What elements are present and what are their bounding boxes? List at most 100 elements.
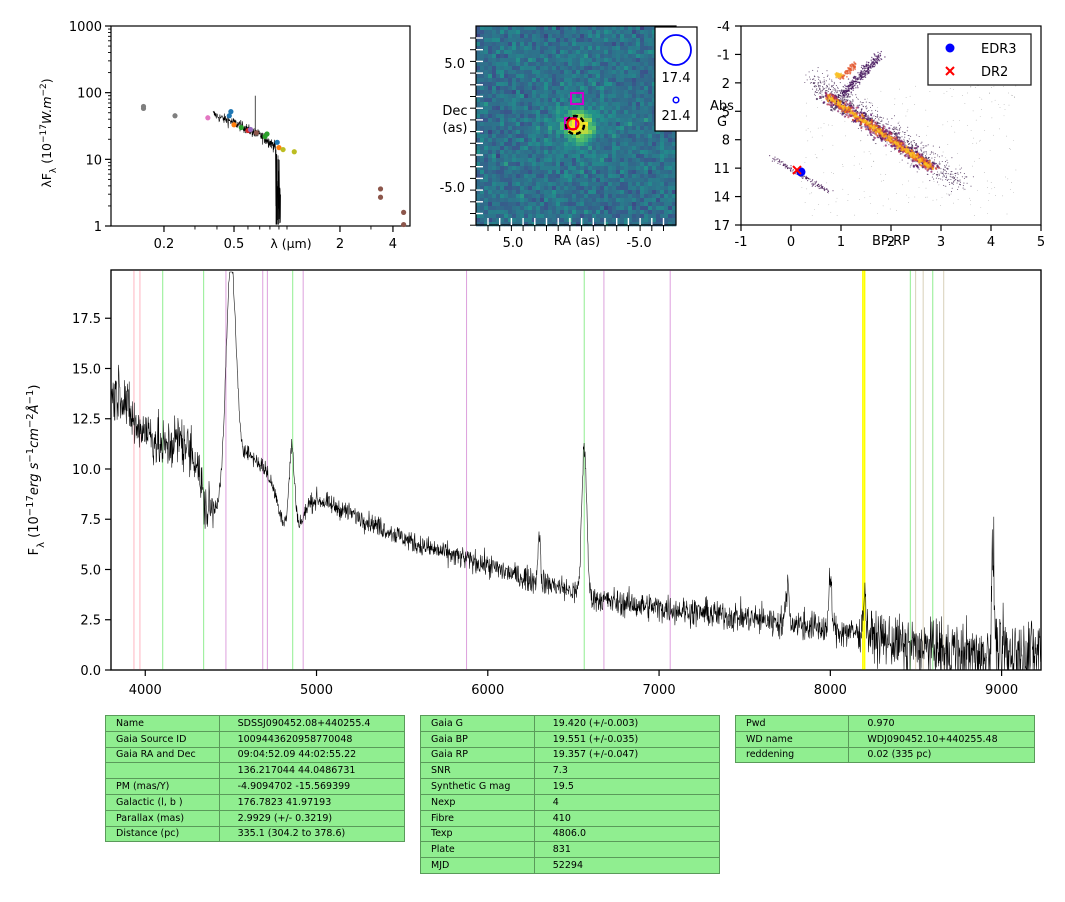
sed-point (226, 113, 232, 119)
hr-ylabel-2: G (717, 115, 727, 130)
table-value: 176.7823 41.97193 (218, 793, 406, 811)
cutout-marker-square (570, 92, 584, 105)
table-key: Plate (420, 841, 535, 859)
table-row: Synthetic G mag 19.5 (420, 778, 721, 795)
table-key: SNR (420, 762, 535, 780)
table-key: Nexp (420, 793, 535, 811)
table-row: Plate 831 (420, 841, 721, 859)
sed-point (274, 139, 280, 145)
spectrum-ytick-label: 5.0 (80, 563, 101, 578)
spectrum-xtick-label: 5000 (300, 683, 333, 698)
table-key: Gaia RA and Dec (105, 746, 220, 764)
table-row: WD name WDJ090452.10+440255.48 (734, 730, 1035, 748)
sed-point (231, 122, 237, 128)
table-row: SNR 7.3 (420, 762, 721, 780)
table-row: 136.217044 44.0486731 (105, 762, 406, 780)
table-value: 410 (533, 809, 721, 827)
spectrum-line (110, 271, 1042, 671)
legend-circle-small-icon (672, 96, 680, 104)
table-row: Parallax (mas) 2.9929 (+/- 0.3219) (105, 809, 406, 827)
cutout-legend-label: 21.4 (662, 109, 691, 124)
table-row: Distance (pc) 335.1 (304.2 to 378.6) (105, 825, 406, 843)
sed-panel: 1000 100 10 1 0.2 0.5 2 4 λFλ (10−17W.m−2) λ (… (39, 20, 411, 252)
table-value: 52294 (533, 857, 721, 874)
spectrum-ytick-label: 15.0 (72, 362, 101, 377)
table-value: 2.9929 (+/- 0.3219) (218, 809, 406, 827)
hr-density-cloud (769, 50, 1017, 216)
table-key: Galactic (l, b ) (105, 793, 220, 811)
sed-point (401, 221, 407, 228)
table-value: 7.3 (533, 762, 721, 780)
table-key: Gaia RP (420, 746, 535, 764)
hr-xtick-label: -1 (735, 235, 748, 250)
table-key: Pwd (734, 715, 850, 732)
photometry-table: Gaia G 19.420 (+/-0.003) Gaia BP 19.551 (+/… (420, 715, 721, 874)
table-row: Gaia Source ID 1009443620958770048 (105, 730, 406, 748)
cutout-panel: Dec (as) 5.0 -5.0 5.0 -5.0 RA (as) 17.4 … (440, 25, 698, 251)
hr-legend-label: EDR3 (981, 42, 1017, 57)
table-key: reddening (734, 746, 850, 764)
wd-info-table: Pwd 0.970 WD name WDJ090452.10+440255.48 red… (734, 715, 1035, 764)
table-value: 09:04:52.09 44:02:55.22 (218, 746, 406, 764)
table-value: 0.02 (335 pc) (848, 746, 1035, 764)
hr-ytick-label: 14 (713, 191, 730, 206)
table-row: Name SDSSJ090452.08+440255.4 (105, 715, 406, 732)
legend-edr3-marker-icon (945, 43, 955, 53)
table-key: Gaia Source ID (105, 730, 220, 748)
sed-ytick-label: 1 (94, 220, 102, 235)
table-value: 335.1 (304.2 to 378.6) (218, 825, 406, 843)
table-row: Galactic (l, b ) 176.7823 41.97193 (105, 793, 406, 811)
table-row: reddening 0.02 (335 pc) (734, 746, 1035, 764)
cutout-legend-label: 17.4 (662, 71, 691, 86)
table-value: 19.357 (+/-0.047) (533, 746, 721, 764)
table-row: Gaia BP 19.551 (+/-0.035) (420, 730, 721, 748)
sed-point (280, 146, 286, 153)
table-key: Texp (420, 825, 535, 843)
spectrum-ytick-label: 17.5 (72, 312, 101, 327)
cutout-ylabel-2: (as) (443, 121, 468, 136)
sed-ytick-label: 10 (85, 153, 102, 168)
table-key: Distance (pc) (105, 825, 220, 843)
table-value: -4.9094702 -15.569399 (218, 778, 406, 795)
table-row: Texp 4806.0 (420, 825, 721, 843)
hr-xtick-label: 5 (1037, 235, 1045, 250)
hr-legend-label: DR2 (981, 65, 1008, 80)
table-value: 136.217044 44.0486731 (218, 762, 406, 780)
sed-xtick-label: 0.5 (224, 237, 245, 252)
sed-point (276, 144, 282, 151)
table-key: Synthetic G mag (420, 778, 535, 795)
sed-ytick-label: 1000 (69, 20, 102, 35)
hr-xtick-label: 1 (837, 235, 845, 250)
sed-xtick-label: 4 (389, 237, 397, 252)
sed-plot-frame (110, 25, 411, 227)
sed-point (377, 194, 384, 200)
sed-point (205, 115, 211, 121)
legend-circle-large-icon (660, 34, 692, 66)
cutout-target-circle (566, 117, 580, 131)
cutout-image (476, 26, 677, 227)
table-value: 0.970 (848, 715, 1035, 732)
spectrum-xtick-label: 4000 (129, 683, 162, 698)
hr-ytick-label: -1 (717, 48, 730, 63)
table-row: Gaia RA and Dec 09:04:52.09 44:02:55.22 (105, 746, 406, 764)
hr-xtick-label: 2 (887, 235, 895, 250)
hr-ylabel-1: Abs (710, 99, 734, 114)
table-key: Name (105, 715, 220, 732)
hr-ytick-label: -4 (717, 20, 730, 35)
sed-point (238, 124, 244, 131)
table-value: WDJ090452.10+440255.48 (848, 730, 1035, 748)
spectrum-ytick-label: 0.0 (80, 664, 101, 679)
spectrum-panel: 4000 5000 6000 7000 8000 9000 0.0 2.5 5.0 7.5 10.0… (25, 269, 1042, 698)
table-key: Gaia BP (420, 730, 535, 748)
sed-ytick-label: 100 (77, 87, 102, 102)
spectrum-xtick-label: 8000 (814, 683, 847, 698)
cutout-ytick-label: -5.0 (440, 181, 465, 196)
sed-point (247, 126, 254, 133)
table-value: 831 (533, 841, 721, 859)
cutout-xtick-label: -5.0 (626, 236, 651, 251)
object-info-table: Name SDSSJ090452.08+440255.4 Gaia Source I… (105, 715, 406, 843)
sed-point (291, 149, 297, 155)
spectrum-ytick-label: 12.5 (72, 413, 101, 428)
table-value: 4 (533, 793, 721, 811)
sed-point (172, 113, 178, 119)
